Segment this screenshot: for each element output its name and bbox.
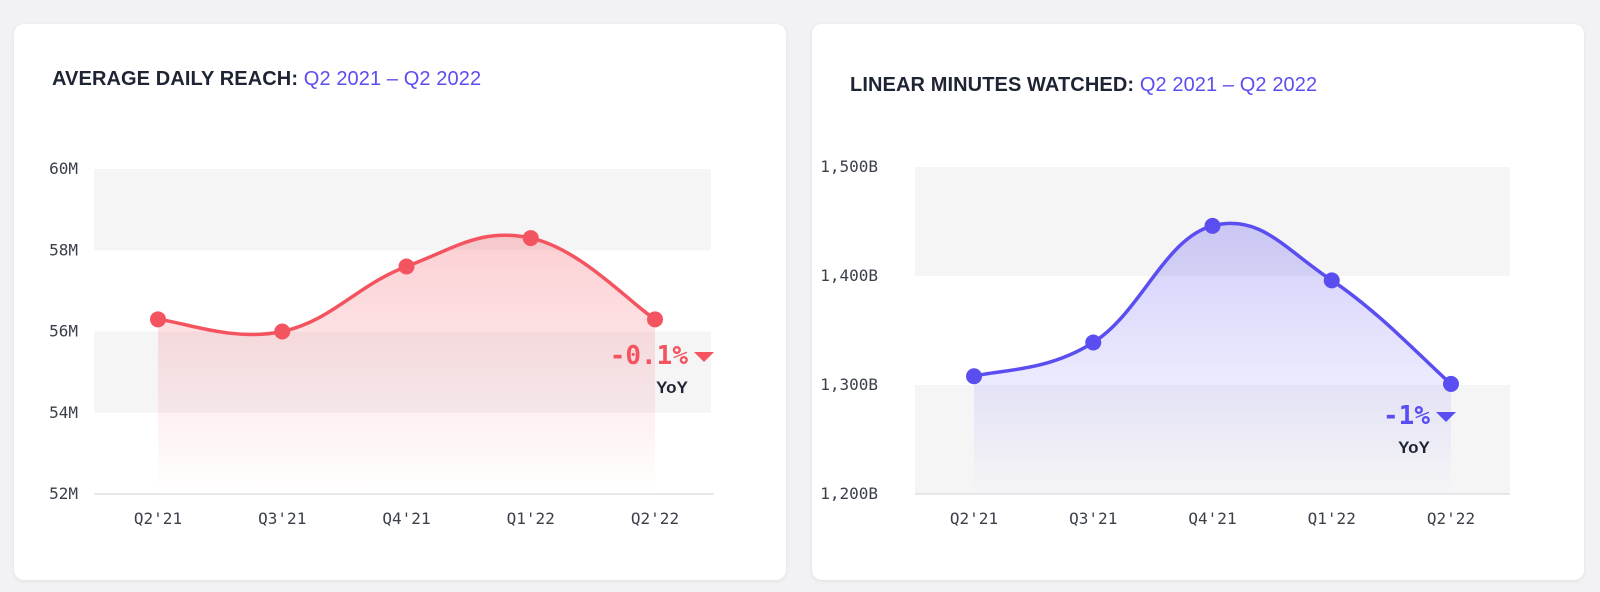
data-point bbox=[1204, 217, 1221, 234]
x-tick-label: Q2'22 bbox=[1427, 509, 1475, 528]
x-tick-label: Q2'22 bbox=[631, 509, 679, 528]
y-tick-label: 54M bbox=[49, 403, 78, 422]
y-tick-label: 56M bbox=[49, 322, 78, 341]
data-point bbox=[1443, 375, 1459, 392]
down-arrow-icon bbox=[694, 352, 714, 362]
yoy-label: YoY bbox=[656, 378, 688, 397]
chart-title-period: Q2 2021 – Q2 2022 bbox=[303, 68, 482, 90]
x-tick-label: Q2'21 bbox=[134, 509, 182, 528]
series-area bbox=[974, 223, 1451, 494]
down-arrow-icon bbox=[1436, 412, 1456, 422]
series-area bbox=[158, 235, 655, 494]
yoy-annotation: -1% YoY bbox=[1383, 401, 1456, 457]
y-tick-label: 52M bbox=[49, 484, 78, 503]
yoy-value: -0.1% bbox=[610, 341, 689, 371]
x-tick-label: Q1'22 bbox=[1308, 509, 1356, 528]
data-point bbox=[150, 311, 166, 328]
data-point bbox=[1085, 334, 1102, 351]
y-tick-label: 58M bbox=[49, 240, 78, 259]
x-tick-label: Q4'21 bbox=[382, 509, 430, 528]
average-daily-reach-chart: 52M 54M 56M 58M 60M Q2'21 Q3'21 Q4'21 Q1'22 Q2'22… bbox=[49, 159, 714, 528]
x-tick-label: Q2'21 bbox=[950, 509, 998, 528]
data-point bbox=[398, 258, 415, 275]
chart-title-label: LINEAR MINUTES WATCHED: bbox=[850, 74, 1135, 96]
chart-title-label: AVERAGE DAILY REACH: bbox=[52, 68, 299, 90]
x-tick-label: Q3'21 bbox=[258, 509, 306, 528]
chart-title: AVERAGE DAILY REACH: Q2 2021 – Q2 2022 bbox=[52, 68, 481, 91]
y-tick-label: 1,300B bbox=[820, 375, 878, 394]
y-tick-label: 1,200B bbox=[820, 484, 878, 503]
data-point bbox=[647, 311, 663, 328]
linear-minutes-watched-card: LINEAR MINUTES WATCHED: Q2 2021 – Q2 202… bbox=[812, 24, 1584, 580]
data-point bbox=[274, 323, 291, 340]
data-point bbox=[966, 368, 982, 385]
linear-minutes-watched-chart: 1,200B 1,300B 1,400B 1,500B Q2'21 Q3'21 Q4'21 Q… bbox=[820, 157, 1510, 528]
x-tick-label: Q4'21 bbox=[1188, 509, 1236, 528]
y-tick-label: 1,500B bbox=[820, 157, 878, 176]
y-tick-label: 60M bbox=[49, 159, 78, 178]
yoy-annotation: -0.1% YoY bbox=[610, 341, 714, 397]
data-point bbox=[522, 230, 539, 247]
x-tick-label: Q1'22 bbox=[507, 509, 555, 528]
x-tick-label: Q3'21 bbox=[1069, 509, 1117, 528]
yoy-label: YoY bbox=[1398, 438, 1430, 457]
grid-band bbox=[94, 169, 711, 251]
yoy-value: -1% bbox=[1383, 401, 1430, 431]
chart-title-period: Q2 2021 – Q2 2022 bbox=[1139, 74, 1318, 96]
chart-title: LINEAR MINUTES WATCHED: Q2 2021 – Q2 202… bbox=[850, 74, 1317, 97]
data-point bbox=[1323, 272, 1340, 289]
average-daily-reach-card: AVERAGE DAILY REACH: Q2 2021 – Q2 2022 5… bbox=[14, 24, 786, 580]
y-tick-label: 1,400B bbox=[820, 266, 878, 285]
